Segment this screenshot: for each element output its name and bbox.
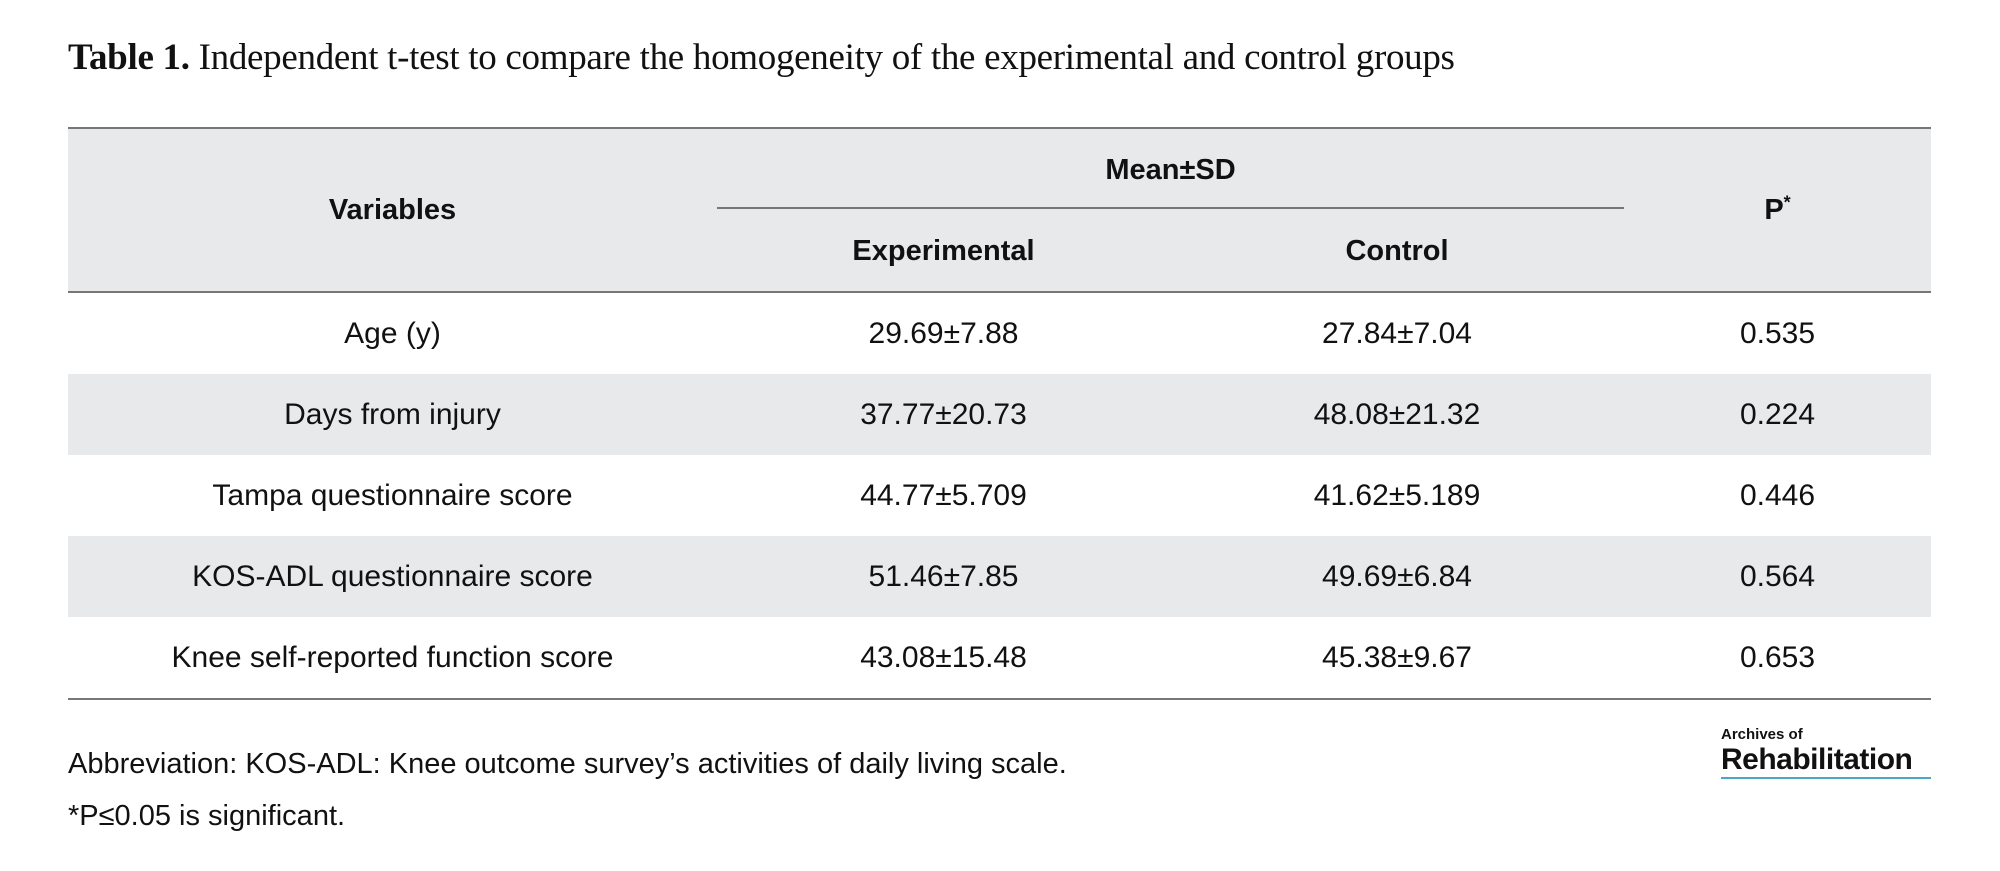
cell-experimental: 43.08±15.48 <box>860 640 1027 674</box>
significance-footnote: *P≤0.05 is significant. <box>68 800 346 832</box>
cell-experimental: 51.46±7.85 <box>717 536 1170 617</box>
cell-p-value: 0.535 <box>1739 316 1816 350</box>
table-body: Age (y) 29.69±7.88 27.84±7.04 0.535 Days… <box>68 292 1931 699</box>
table-row: Tampa questionnaire score 44.77±5.709 41… <box>68 455 1931 536</box>
header-p-superscript: * <box>1783 191 1791 212</box>
cell-p-value: 0.564 <box>1624 536 1931 617</box>
cell-variable: Knee self-reported function score <box>171 640 614 674</box>
header-variables: Variables <box>68 128 717 292</box>
cell-control: 49.69±6.84 <box>1170 536 1624 617</box>
cell-variable: KOS-ADL questionnaire score <box>68 536 717 617</box>
header-p-label: P <box>1764 193 1784 226</box>
table-row: KOS-ADL questionnaire score 51.46±7.85 4… <box>68 536 1931 617</box>
results-table: Variables Mean±SD P* Experimental Contro… <box>68 127 1931 700</box>
caption-label: Table 1. <box>68 37 190 78</box>
cell-p-value: 0.653 <box>1739 640 1816 674</box>
caption-text: Independent t-test to compare the homoge… <box>198 37 1455 78</box>
journal-logo: Archives of Rehabilitation <box>1721 726 1931 779</box>
cell-variable: Days from injury <box>68 374 717 455</box>
abbreviation-footnote: Abbreviation: KOS-ADL: Knee outcome surv… <box>68 748 1067 780</box>
cell-experimental: 37.77±20.73 <box>717 374 1170 455</box>
cell-experimental: 44.77±5.709 <box>860 478 1027 512</box>
header-p-value: P* <box>1624 128 1931 292</box>
cell-variable: Age (y) <box>344 316 441 350</box>
header-experimental: Experimental <box>717 211 1170 292</box>
cell-experimental: 29.69±7.88 <box>868 316 1019 350</box>
table-header: Variables Mean±SD P* Experimental Contro… <box>68 128 1931 292</box>
cell-variable: Tampa questionnaire score <box>212 478 573 512</box>
table-row: Knee self-reported function score 43.08±… <box>68 617 1931 699</box>
cell-control: 41.62±5.189 <box>1313 478 1481 512</box>
journal-logo-line2: Rehabilitation <box>1721 743 1913 776</box>
journal-logo-line1: Archives of <box>1721 726 1803 743</box>
mean-sd-spanner-rule <box>717 207 1624 209</box>
table-caption: Table 1. Independent t-test to compare t… <box>68 36 1455 79</box>
results-table-container: Variables Mean±SD P* Experimental Contro… <box>68 127 1931 700</box>
journal-logo-underline <box>1721 777 1931 779</box>
cell-control: 45.38±9.67 <box>1322 640 1472 674</box>
header-control: Control <box>1170 211 1624 292</box>
header-mean-sd: Mean±SD <box>717 128 1624 211</box>
table-row: Days from injury 37.77±20.73 48.08±21.32… <box>68 374 1931 455</box>
cell-control: 27.84±7.04 <box>1322 316 1472 350</box>
cell-p-value: 0.224 <box>1624 374 1931 455</box>
cell-p-value: 0.446 <box>1739 478 1816 512</box>
table-row: Age (y) 29.69±7.88 27.84±7.04 0.535 <box>68 292 1931 374</box>
cell-control: 48.08±21.32 <box>1170 374 1624 455</box>
